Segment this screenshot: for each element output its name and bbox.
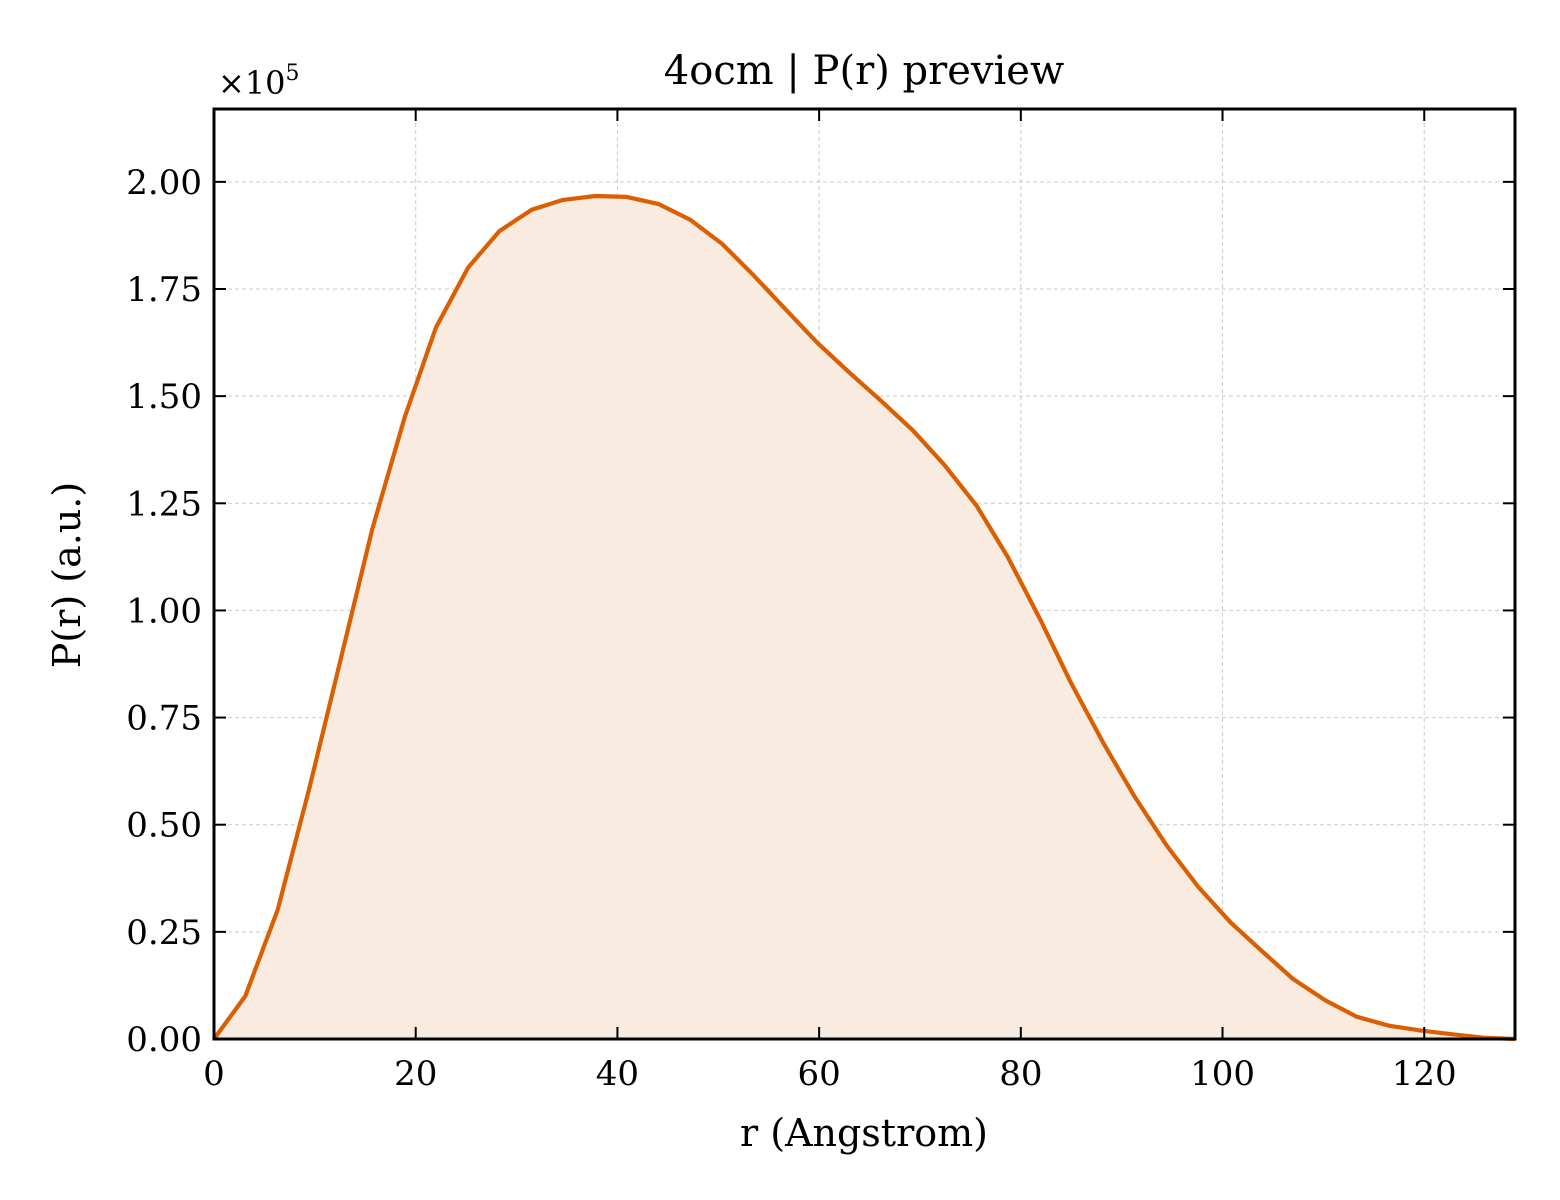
- y-tick-label: 1.75: [126, 270, 202, 310]
- y-axis-label: P(r) (a.u.): [45, 482, 89, 668]
- series-line: [212, 193, 1516, 1042]
- chart-title: 4ocm | P(r) preview: [664, 48, 1064, 94]
- x-tick-label: 0: [203, 1054, 225, 1094]
- y-tick-label: 1.50: [126, 377, 202, 417]
- x-tick-label: 20: [394, 1054, 437, 1094]
- x-tick-label: 40: [596, 1054, 639, 1094]
- x-tick-label: 80: [999, 1054, 1042, 1094]
- x-tick-label: 120: [1392, 1054, 1457, 1094]
- x-tick-label: 100: [1190, 1054, 1255, 1094]
- axis-ticks: 0 20 40 60 80 100 120 0.00 0.25 0.50 0.75 1.00 1.25 1…: [126, 109, 1515, 1094]
- y-multiplier-exponent: 5: [286, 61, 300, 86]
- y-tick-label: 1.00: [126, 591, 202, 631]
- y-tick-label: 0.75: [126, 699, 202, 739]
- y-tick-label: 1.25: [126, 484, 202, 524]
- x-tick-label: 60: [797, 1054, 840, 1094]
- series-area-fill: [214, 196, 1515, 1039]
- plot-frame: [212, 107, 1517, 1041]
- y-axis-multiplier: ×105: [218, 61, 300, 102]
- y-multiplier-base: ×10: [218, 64, 286, 102]
- y-tick-label: 2.00: [126, 163, 202, 203]
- y-tick-label: 0.00: [126, 1020, 202, 1060]
- data-layer: [212, 193, 1516, 1042]
- y-tick-label: 0.25: [126, 913, 202, 953]
- x-axis-label: r (Angstrom): [740, 1111, 988, 1155]
- y-tick-label: 0.50: [126, 806, 202, 846]
